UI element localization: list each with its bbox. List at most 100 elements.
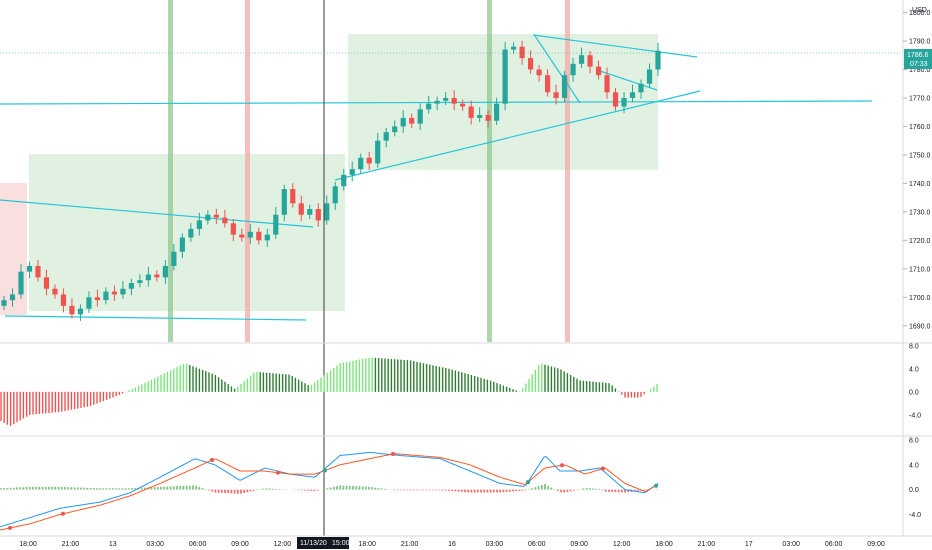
- price-tick-label: 1700.0: [909, 295, 931, 302]
- crossover-dot: [654, 483, 658, 488]
- candle: [247, 224, 253, 245]
- candle-body: [443, 97, 449, 101]
- candle-body: [536, 69, 542, 76]
- oscillator-tick-label: 4.0: [909, 366, 919, 373]
- candle: [43, 269, 50, 296]
- candle-body: [502, 49, 508, 104]
- candle: [60, 288, 67, 313]
- trendline-wedge-down[interactable]: [534, 35, 581, 104]
- price-tick-label: 1730.0: [909, 209, 931, 216]
- macd-axis: 8.0 4.0 0.0 -4.0: [909, 438, 921, 519]
- candle-body: [256, 231, 262, 241]
- candle-body: [86, 297, 92, 309]
- candle: [171, 244, 177, 271]
- candle-body: [409, 117, 415, 124]
- time-tick-label: 18:00: [358, 541, 376, 548]
- candle-body: [578, 55, 585, 64]
- candle: [519, 40, 525, 65]
- candle-body: [196, 220, 202, 229]
- trendline-rising-support[interactable]: [334, 90, 701, 181]
- time-tick-label: 21:00: [401, 541, 419, 548]
- time-tick-label: 13: [109, 541, 117, 548]
- candle: [595, 60, 602, 80]
- candle: [349, 161, 355, 182]
- candle: [281, 184, 287, 222]
- candlestick-series: [1, 40, 661, 321]
- time-tick-label: 03:00: [486, 541, 504, 548]
- candle-body: [247, 231, 253, 238]
- candle: [511, 42, 517, 54]
- crossover-dot: [276, 470, 280, 475]
- candle-body: [222, 217, 228, 224]
- time-tick-label: 06:00: [528, 541, 546, 548]
- candle-body: [1, 300, 7, 306]
- candle: [188, 222, 194, 242]
- candle-body: [145, 274, 151, 281]
- candle-body: [468, 106, 474, 118]
- candle-body: [621, 97, 627, 107]
- candle: [103, 287, 109, 305]
- candle: [485, 110, 491, 128]
- candle-body: [213, 214, 219, 218]
- price-tick-label: 1780.0: [909, 67, 931, 74]
- candle-body: [230, 223, 236, 235]
- time-tick-label: 06:00: [825, 541, 843, 548]
- candle: [298, 195, 304, 222]
- candle-body: [298, 203, 304, 215]
- candle: [502, 41, 508, 111]
- candle: [239, 228, 245, 242]
- candle: [451, 90, 457, 111]
- candle-body: [400, 117, 406, 127]
- candle-body: [205, 214, 211, 221]
- candle-body: [69, 305, 75, 315]
- candle-body: [332, 186, 338, 204]
- oscillator-histogram: [0, 357, 658, 426]
- candle-body: [434, 100, 440, 104]
- candle-body: [43, 277, 50, 289]
- candle-body: [120, 288, 126, 295]
- candle-body: [612, 92, 619, 107]
- candle-body: [324, 203, 330, 221]
- trendline-bottom[interactable]: [4, 315, 307, 321]
- trendline-upper-resistance[interactable]: [532, 34, 698, 58]
- price-tick-label: 1750.0: [909, 152, 931, 159]
- candle: [409, 113, 415, 128]
- candle-body: [188, 228, 194, 238]
- price-countdown: 07:33: [910, 61, 928, 68]
- candle: [290, 183, 296, 208]
- currency-label: USD: [912, 7, 927, 14]
- candle: [230, 218, 236, 242]
- candle: [477, 107, 483, 123]
- candle: [655, 43, 661, 77]
- crossover-dot: [8, 525, 12, 530]
- candle: [26, 261, 33, 279]
- candle-body: [281, 189, 287, 215]
- candle: [375, 132, 381, 168]
- candle-body: [383, 132, 389, 141]
- candle: [86, 291, 92, 313]
- candle-body: [154, 274, 160, 278]
- candle: [578, 47, 585, 69]
- crossover-dot: [526, 480, 530, 485]
- crossover-dot: [560, 463, 564, 468]
- trendline-left-down[interactable]: [0, 199, 314, 228]
- candle-body: [366, 157, 372, 164]
- candle: [9, 288, 16, 307]
- candle-body: [239, 234, 245, 238]
- macd-tick-label: 8.0: [909, 438, 919, 445]
- time-tick-label: 12:00: [613, 541, 631, 548]
- candle: [154, 270, 160, 282]
- last-price-tag-bg: [904, 49, 932, 69]
- candle: [638, 79, 644, 99]
- candle-body: [426, 103, 432, 110]
- candle-body: [527, 58, 534, 70]
- time-tick-label: 18:00: [655, 541, 673, 548]
- crosshair-time-label: 11/13/20 15:00: [297, 537, 350, 549]
- time-tick-label: 09:00: [231, 541, 249, 548]
- candle-body: [646, 69, 653, 84]
- price-tick-label: 1800.0: [909, 10, 931, 17]
- green-vline-2: [487, 0, 492, 342]
- candle-body: [595, 66, 602, 76]
- candle-body: [35, 265, 41, 278]
